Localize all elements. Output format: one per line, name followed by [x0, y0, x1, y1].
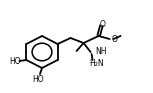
- Text: NH: NH: [96, 46, 107, 56]
- Text: HO: HO: [9, 57, 21, 65]
- Text: H₂N: H₂N: [90, 60, 104, 69]
- Text: O: O: [112, 35, 118, 44]
- Text: O: O: [100, 20, 106, 28]
- Text: HO: HO: [32, 74, 44, 84]
